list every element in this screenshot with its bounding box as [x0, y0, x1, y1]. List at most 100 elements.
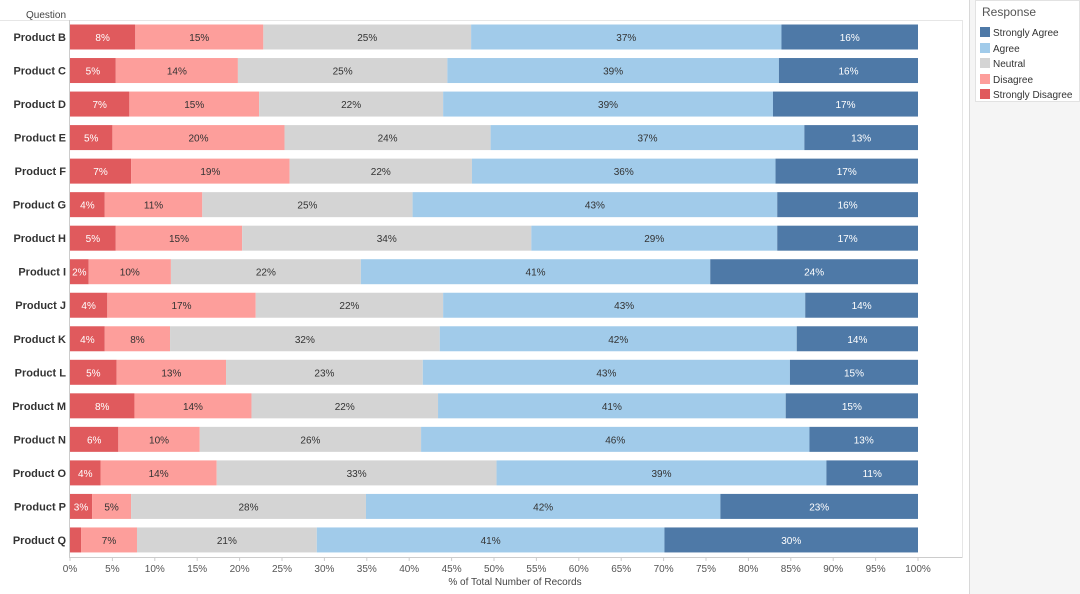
data-label: 16% — [838, 201, 858, 212]
data-label: 15% — [169, 234, 189, 245]
row-header: Question — [26, 10, 66, 21]
bar-segment — [116, 359, 227, 385]
data-label: 25% — [357, 33, 377, 44]
bar-segment — [88, 259, 171, 285]
bar-segment — [100, 460, 217, 486]
data-label: 22% — [341, 100, 361, 111]
bar-segment — [796, 326, 918, 352]
x-tick-label: 85% — [781, 564, 801, 575]
data-label: 41% — [602, 402, 622, 413]
row-label: Product E — [14, 133, 66, 145]
data-label: 8% — [95, 402, 110, 413]
x-tick-label: 0% — [63, 564, 78, 575]
x-tick-label: 50% — [484, 564, 504, 575]
data-label: 24% — [804, 268, 824, 279]
bar-segment — [259, 91, 444, 117]
row-label: Product M — [12, 401, 66, 413]
legend-swatch — [980, 58, 990, 68]
bar-segment — [785, 393, 918, 419]
data-label: 16% — [838, 67, 858, 78]
bar-segment — [129, 91, 260, 117]
data-label: 39% — [651, 469, 671, 480]
x-axis-title: % of Total Number of Records — [448, 577, 581, 588]
data-label: 41% — [481, 536, 501, 547]
bar-segment — [70, 393, 135, 419]
row-label: Product J — [15, 300, 66, 312]
bar-segment — [199, 426, 422, 452]
bar-segment — [826, 460, 918, 486]
x-tick-label: 65% — [611, 564, 631, 575]
data-label: 20% — [188, 134, 208, 145]
data-label: 37% — [616, 33, 636, 44]
legend-swatch — [980, 73, 990, 84]
legend-label: Agree — [993, 43, 1020, 55]
x-tick-label: 30% — [314, 564, 334, 575]
x-tick-label: 80% — [738, 564, 758, 575]
data-label: 6% — [87, 435, 102, 446]
legend: Response Strongly Agree Agree Neutral Disag… — [975, 0, 1080, 102]
row-label: Product N — [13, 434, 66, 446]
data-label: 13% — [854, 435, 874, 446]
data-label: 3% — [74, 502, 89, 513]
legend-label: Neutral — [993, 59, 1026, 70]
data-label: 43% — [585, 201, 605, 212]
x-tick-label: 5% — [105, 564, 120, 575]
data-label: 22% — [335, 402, 355, 413]
bar-segment — [412, 192, 778, 218]
bar-segment — [781, 24, 918, 50]
data-label: 7% — [102, 536, 117, 547]
bar-segment — [778, 58, 918, 84]
bar-segment — [107, 292, 256, 318]
data-label: 28% — [238, 502, 258, 513]
bar-segment — [789, 359, 918, 385]
data-label: 14% — [149, 469, 169, 480]
data-label: 17% — [835, 100, 855, 111]
data-label: 19% — [200, 167, 220, 178]
bar-segment — [720, 493, 918, 519]
bar-segment — [422, 359, 790, 385]
data-label: 13% — [161, 368, 181, 379]
legend-item: Strongly Disagree — [980, 89, 1072, 103]
data-label: 5% — [84, 134, 99, 145]
data-label: 46% — [605, 435, 625, 446]
bar-segment — [251, 393, 439, 419]
data-label: 14% — [183, 402, 203, 413]
data-label: 7% — [92, 100, 107, 111]
row-label: Product B — [13, 32, 66, 44]
bar-segment — [496, 460, 827, 486]
bar-segment — [70, 24, 136, 50]
legend-swatch — [980, 89, 990, 99]
row-labels-layer: Product B Product C Product D Product E Prod… — [12, 32, 66, 547]
bar-segment — [70, 359, 117, 385]
row-label: Product Q — [13, 535, 67, 547]
bars-layer: 8% 15% 25% 37% 16% 5% 14% 25% 39% 16% 7% 15% 22% 39% 1… — [70, 24, 918, 553]
data-label: 11% — [144, 201, 163, 212]
bar-segment — [471, 158, 776, 184]
bar-segment — [70, 493, 93, 519]
row-label: Product D — [13, 99, 66, 111]
bar-segment — [664, 527, 918, 553]
bar-segment — [775, 158, 918, 184]
bar-segment — [805, 292, 918, 318]
x-tick-label: 90% — [823, 564, 843, 575]
bar-segment — [170, 259, 361, 285]
bar-segment — [447, 58, 779, 84]
stacked-bar-chart: Question % of Total Number of Records 8%… — [0, 10, 963, 588]
bar-segment — [70, 58, 116, 84]
row-label: Product L — [15, 367, 67, 379]
data-label: 8% — [130, 335, 145, 346]
x-tick-label: 75% — [696, 564, 716, 575]
data-label: 37% — [637, 134, 657, 145]
bar-segment — [104, 326, 171, 352]
bar-segment — [131, 493, 366, 519]
data-label: 4% — [78, 469, 93, 480]
x-tick-label: 100% — [905, 564, 931, 575]
bar-segment — [70, 460, 101, 486]
legend-item: Strongly Agree — [980, 27, 1059, 41]
data-label: 41% — [526, 268, 546, 279]
bar-segment — [471, 24, 782, 50]
x-tick-label: 10% — [145, 564, 165, 575]
data-label: 13% — [851, 134, 871, 145]
bar-segment — [70, 292, 108, 318]
x-tick-label: 25% — [272, 564, 292, 575]
